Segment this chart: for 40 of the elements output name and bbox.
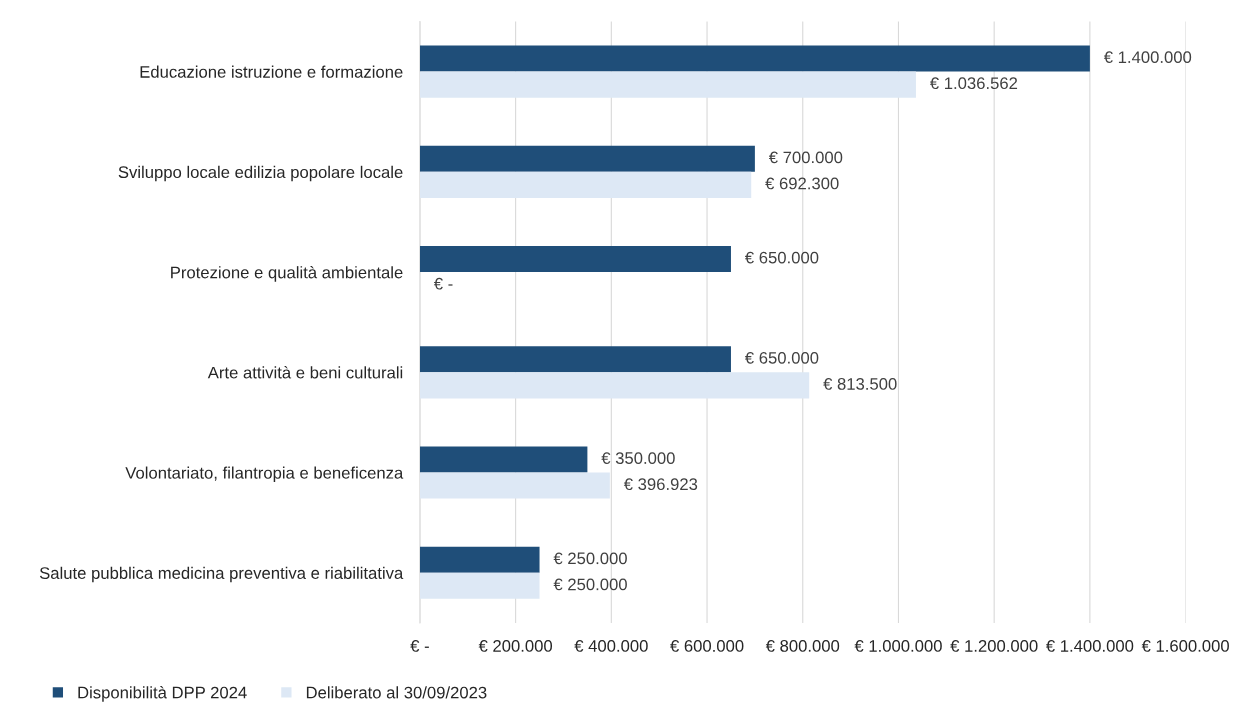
bar (419, 45, 1090, 72)
legend-label: Disponibilità DPP 2024 (78, 686, 247, 702)
data-label: € 250.000 (553, 552, 627, 565)
x-tick-label: € 800.000 (765, 640, 840, 652)
y-tick-label: Salute pubblica medicina preventiva e riabilitativa (39, 566, 404, 583)
bar (419, 171, 752, 198)
bar (419, 446, 588, 473)
bar (419, 71, 916, 98)
bar (419, 472, 610, 499)
bar (419, 372, 810, 399)
x-tick-label: € 400.000 (574, 640, 648, 652)
x-tick-label: € 1.400.000 (1046, 640, 1134, 652)
x-tick-label: € 1.600.000 (1141, 640, 1229, 652)
data-label: € 250.000 (553, 578, 627, 591)
data-label: € - (433, 277, 453, 290)
data-label: € 1.036.562 (929, 77, 1018, 90)
bar (419, 546, 540, 573)
x-tick-label: € 200.000 (478, 640, 553, 652)
data-label: € 396.923 (623, 478, 698, 491)
x-tick-label: € 1.200.000 (950, 640, 1038, 652)
data-label: € 700.000 (768, 151, 843, 164)
y-tick-label: Sviluppo locale edilizia popolare locale (118, 165, 403, 182)
x-tick-label: € 1.000.000 (854, 640, 942, 652)
bar (419, 572, 540, 599)
data-label: € 650.000 (744, 351, 819, 364)
bar (419, 145, 755, 172)
data-label: € 350.000 (601, 452, 675, 464)
data-label: € 813.500 (823, 378, 897, 390)
x-tick-label: € - (410, 640, 429, 652)
bar (419, 246, 731, 273)
y-tick-label: Protezione e qualità ambientale (171, 265, 403, 282)
data-label: € 650.000 (744, 251, 819, 264)
y-tick-label: Arte attività e beni culturali (207, 366, 403, 379)
y-tick-label: Volontariato, filantropia e beneficenza (125, 466, 404, 483)
data-label: € 692.300 (765, 177, 839, 190)
data-label: € 1.400.000 (1103, 51, 1192, 64)
legend-label: Deliberato al 30/09/2023 (306, 686, 487, 699)
y-tick-label: Educazione istruzione e formazione (140, 65, 403, 78)
x-tick-label: € 600.000 (670, 640, 744, 652)
bar (419, 346, 731, 373)
